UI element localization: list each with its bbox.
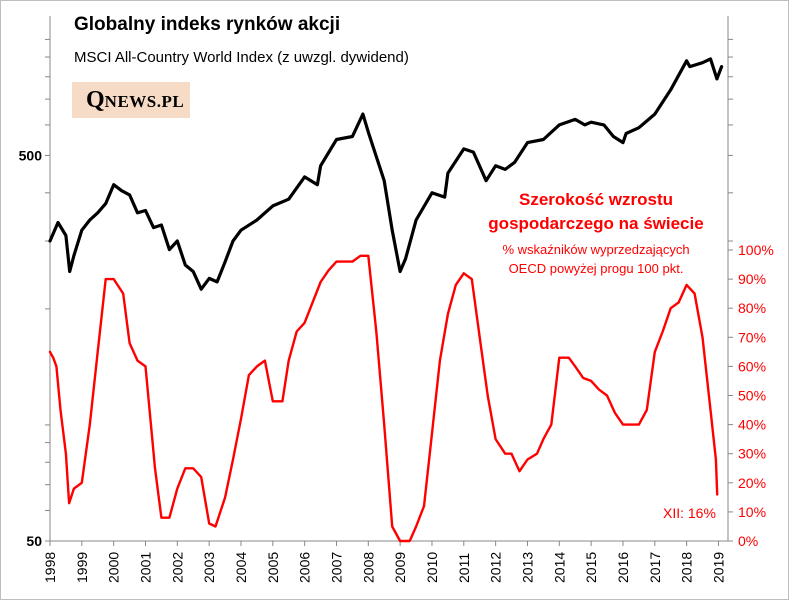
left-axis-tick-label: 500 bbox=[19, 147, 43, 163]
right-axis-tick-label: 60% bbox=[738, 358, 766, 374]
axes-layer: 500 50 0% 10% 20% 30% 40% 50% 60% 70% 80% 90% 100% 19… bbox=[19, 16, 774, 583]
breadth-subtitle-line2: OECD powyżej progu 100 pkt. bbox=[508, 261, 684, 276]
right-axis-tick-label: 30% bbox=[738, 446, 766, 462]
right-axis-tick-label: 20% bbox=[738, 475, 766, 491]
x-axis-tick-label: 2019 bbox=[710, 552, 726, 583]
x-axis-tick-label: 1999 bbox=[74, 552, 90, 583]
x-axis-tick-label: 2008 bbox=[360, 552, 376, 583]
breadth-title: Szerokość wzrostu gospodarczego na świec… bbox=[488, 188, 704, 236]
right-axis-tick-label: 0% bbox=[738, 533, 758, 549]
breadth-percent-line bbox=[48, 254, 719, 543]
left-axis-tick-label: 50 bbox=[26, 533, 42, 549]
last-value-callout: XII: 16% bbox=[663, 505, 716, 521]
qnews-logo: QNEWS.PL bbox=[72, 82, 190, 118]
right-axis-tick-label: 80% bbox=[738, 300, 766, 316]
x-axis-tick-label: 2018 bbox=[679, 552, 695, 583]
msci-index-line bbox=[48, 57, 724, 291]
x-axis-tick-label: 2016 bbox=[615, 552, 631, 583]
x-axis-tick-label: 2000 bbox=[106, 552, 122, 583]
x-axis-tick-label: 2010 bbox=[424, 552, 440, 583]
x-axis-tick-label: 2005 bbox=[265, 552, 281, 583]
right-axis-tick-label: 10% bbox=[738, 504, 766, 520]
x-axis-tick-label: 1998 bbox=[42, 552, 58, 583]
breadth-subtitle: % wskaźników wyprzedzających OECD powyże… bbox=[482, 240, 710, 278]
x-axis-tick-label: 2011 bbox=[456, 553, 472, 583]
x-axis-tick-label: 2002 bbox=[169, 552, 185, 583]
right-axis-tick-label: 70% bbox=[738, 329, 766, 345]
breadth-subtitle-line1: % wskaźników wyprzedzających bbox=[502, 242, 690, 257]
logo-q: Q bbox=[86, 87, 105, 113]
x-axis-tick-label: 2009 bbox=[392, 552, 408, 583]
x-axis-tick-label: 2006 bbox=[297, 552, 313, 583]
logo-text: NEWS.PL bbox=[104, 92, 185, 111]
x-axis-tick-label: 2015 bbox=[583, 552, 599, 583]
x-axis-tick-label: 2013 bbox=[519, 552, 535, 583]
right-axis-tick-label: 90% bbox=[738, 271, 766, 287]
x-axis-tick-label: 2003 bbox=[201, 552, 217, 583]
chart-title: Globalny indeks rynków akcji bbox=[74, 14, 341, 35]
x-axis-tick-label: 2001 bbox=[137, 552, 153, 583]
x-axis-tick-label: 2014 bbox=[551, 552, 567, 583]
right-axis-tick-label: 50% bbox=[738, 388, 766, 404]
breadth-title-line1: Szerokość wzrostu bbox=[519, 190, 673, 209]
x-axis-tick-label: 2012 bbox=[488, 552, 504, 583]
x-axis-tick-label: 2004 bbox=[233, 552, 249, 583]
breadth-title-line2: gospodarczego na świecie bbox=[488, 214, 704, 233]
series-layer bbox=[48, 57, 724, 543]
x-axis-tick-label: 2007 bbox=[328, 552, 344, 583]
right-axis-tick-label: 40% bbox=[738, 417, 766, 433]
chart-subtitle: MSCI All-Country World Index (z uwzgl. d… bbox=[74, 49, 409, 66]
right-axis-tick-label: 100% bbox=[738, 242, 774, 258]
x-axis-tick-label: 2017 bbox=[647, 552, 663, 583]
